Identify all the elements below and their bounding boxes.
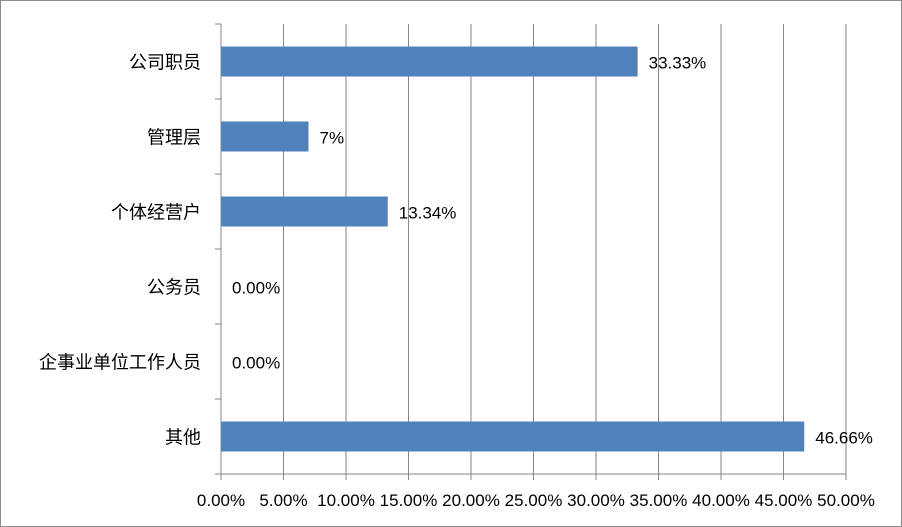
- category-label: 管理层: [147, 128, 201, 149]
- x-tick-label: 20.00%: [442, 491, 500, 510]
- data-label: 46.66%: [815, 429, 873, 448]
- category-label: 企事业单位工作人员: [39, 353, 201, 374]
- x-tick-label: 40.00%: [692, 491, 750, 510]
- x-tick-label: 45.00%: [755, 491, 813, 510]
- x-tick-label: 15.00%: [380, 491, 438, 510]
- category-label: 其他: [165, 428, 201, 449]
- axes: [215, 23, 847, 480]
- x-tick-label: 0.00%: [197, 491, 245, 510]
- x-tick-label: 25.00%: [505, 491, 563, 510]
- data-label: 13.34%: [399, 204, 457, 223]
- gridlines: [283, 24, 847, 480]
- data-labels: 33.33% 7% 13.34% 0.00% 0.00% 46.66%: [232, 54, 873, 448]
- category-label: 公司职员: [129, 53, 201, 74]
- bar-6: [221, 421, 805, 452]
- x-tick-labels: 0.00% 5.00% 10.00% 15.00% 20.00% 25.00% 30.00%…: [197, 491, 875, 510]
- bars: [221, 46, 805, 452]
- data-label: 0.00%: [232, 354, 280, 373]
- category-label: 公务员: [147, 278, 201, 299]
- x-tick-label: 50.00%: [817, 491, 875, 510]
- x-tick-label: 30.00%: [567, 491, 625, 510]
- bar-1: [221, 46, 638, 77]
- data-label: 7%: [320, 129, 345, 148]
- x-tick-label: 35.00%: [630, 491, 688, 510]
- category-label: 个体经营户: [111, 203, 201, 224]
- x-tick-label: 10.00%: [317, 491, 375, 510]
- data-label: 0.00%: [232, 279, 280, 298]
- bar-3: [221, 196, 388, 227]
- bar-2: [221, 121, 309, 152]
- x-tick-label: 5.00%: [259, 491, 307, 510]
- data-label: 33.33%: [649, 54, 707, 73]
